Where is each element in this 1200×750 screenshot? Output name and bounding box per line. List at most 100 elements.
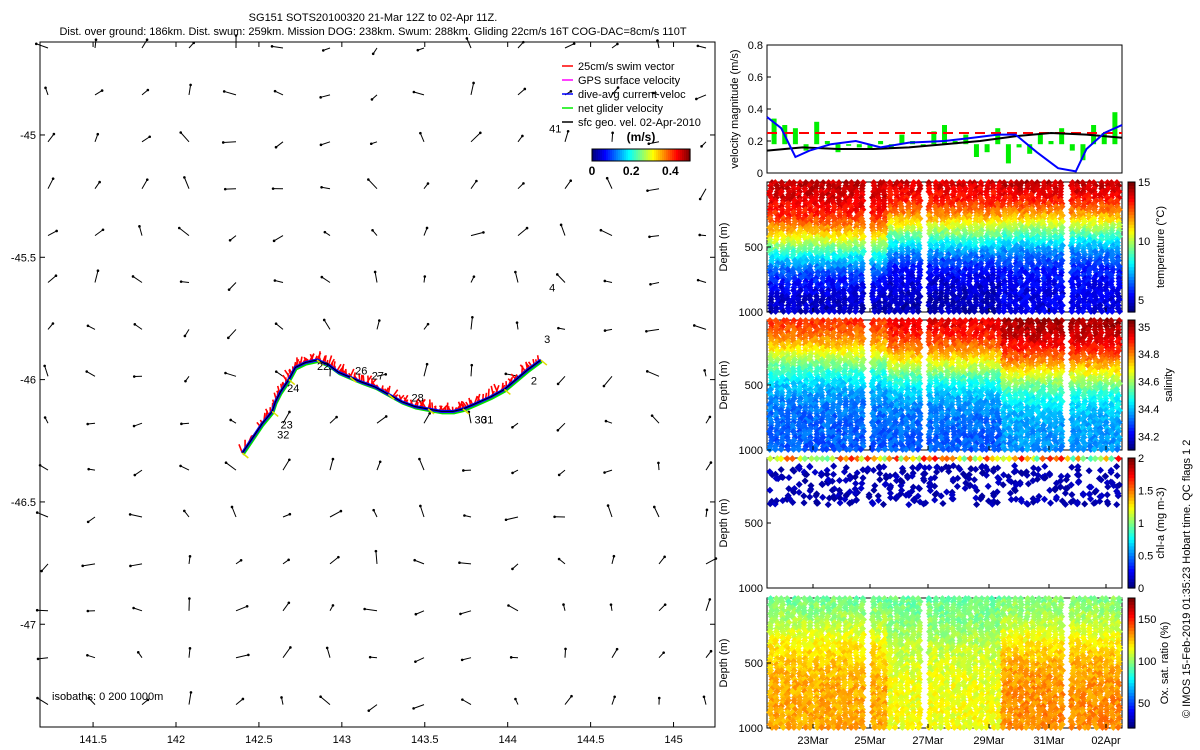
current-arrow-head — [274, 322, 278, 326]
current-arrow-head — [696, 44, 700, 48]
dive-label: 31 — [481, 415, 493, 427]
current-arrow — [611, 648, 618, 658]
current-arrow-head — [43, 416, 47, 419]
colorbar-tick-label: 0 — [589, 164, 596, 178]
colorbar-cell — [594, 149, 597, 161]
net-velocity-bar — [931, 131, 937, 145]
colorbar-cell — [656, 149, 659, 161]
current-arrow — [368, 704, 378, 712]
current-arrow-head — [511, 471, 514, 475]
current-arrow-head — [414, 612, 418, 616]
current-arrow — [376, 373, 386, 377]
current-arrow-head — [606, 504, 610, 507]
current-arrow — [223, 141, 237, 143]
current-arrow-head — [136, 651, 140, 654]
colorbar-cell — [654, 149, 657, 161]
colorbar-cell — [644, 149, 647, 161]
swim-vector — [490, 385, 495, 396]
current-arrow-head — [709, 649, 713, 653]
current-arrow-head — [418, 457, 421, 461]
current-arrow-head — [604, 419, 608, 423]
current-arrow-head — [34, 42, 38, 46]
net-velocity-bar — [771, 118, 777, 145]
current-arrow-head — [132, 375, 136, 378]
swim-vector — [318, 351, 321, 361]
current-arrow — [37, 697, 49, 706]
current-arrow — [82, 563, 96, 567]
current-arrow-head — [87, 467, 90, 471]
current-arrow-head — [221, 141, 225, 144]
current-arrow-head — [378, 319, 381, 322]
dive-label: 23 — [280, 420, 292, 432]
current-arrow — [274, 90, 284, 96]
current-arrow-head — [472, 81, 475, 85]
current-arrow — [224, 90, 237, 96]
current-arrow-head — [100, 89, 104, 92]
legend-swim: 25cm/s swim vector — [578, 61, 675, 73]
net-velocity-bar — [1016, 144, 1022, 148]
current-arrow — [413, 704, 425, 709]
current-arrow-head — [319, 695, 322, 699]
current-arrow-head — [138, 225, 141, 228]
current-arrow-head — [462, 469, 465, 472]
current-arrow-head — [289, 646, 292, 649]
current-arrow-head — [412, 707, 415, 710]
section-cells — [766, 179, 1124, 315]
current-arrow-head — [331, 604, 335, 607]
current-arrow-head — [287, 558, 290, 562]
current-arrow-head — [695, 97, 698, 101]
current-arrow-head — [482, 231, 485, 234]
current-arrow — [564, 43, 575, 49]
current-arrow — [130, 513, 143, 518]
current-arrow-head — [557, 557, 561, 561]
current-arrow — [88, 697, 96, 705]
current-arrow — [94, 39, 97, 49]
colorbar-cell — [614, 149, 617, 161]
current-arrow-head — [280, 696, 283, 699]
current-arrow-head — [321, 49, 325, 52]
colorbar-cell — [676, 149, 679, 161]
current-arrow — [418, 458, 425, 471]
current-arrow — [374, 271, 378, 283]
current-arrow-head — [460, 658, 464, 662]
current-arrow-head — [504, 518, 508, 522]
current-arrow-head — [86, 609, 90, 613]
current-arrow-head — [239, 558, 243, 562]
colorbar-cell — [608, 149, 611, 161]
current-arrow — [705, 599, 711, 611]
current-arrow — [376, 416, 387, 424]
current-arrow — [375, 551, 378, 564]
colorbar-cell — [622, 149, 625, 161]
current-arrow-head — [146, 88, 150, 92]
current-arrow-head — [426, 322, 430, 326]
yellow-vector — [349, 376, 357, 383]
map-x-tick-label: 145 — [664, 734, 682, 746]
current-arrow — [323, 319, 331, 330]
colorbar-cell — [628, 149, 631, 161]
colorbar-cell — [620, 149, 623, 161]
yellow-vector — [271, 410, 279, 417]
section-sample — [767, 307, 775, 315]
current-arrow — [505, 516, 519, 521]
current-arrow-head — [322, 318, 326, 322]
current-arrow — [697, 279, 707, 283]
net-velocity-bar — [824, 141, 830, 145]
dive-label: 22 — [317, 361, 329, 373]
current-arrow-head — [35, 608, 39, 612]
current-arrow-head — [273, 279, 277, 282]
current-arrow — [37, 657, 49, 660]
current-arrow-head — [35, 511, 39, 514]
current-arrow-head — [555, 273, 559, 276]
colorbar-cell — [684, 149, 687, 161]
current-arrow-head — [148, 135, 152, 139]
net-velocity-bar — [792, 128, 798, 145]
section-sample — [819, 307, 827, 315]
current-arrow — [462, 657, 472, 661]
net-velocity-bar — [846, 144, 852, 146]
map-y-tick-label: -45.5 — [11, 252, 36, 264]
velocity-y-tick-label: 0.4 — [748, 104, 763, 116]
current-arrow — [415, 610, 425, 615]
swim-vector — [428, 399, 432, 410]
current-arrow-head — [509, 656, 513, 659]
